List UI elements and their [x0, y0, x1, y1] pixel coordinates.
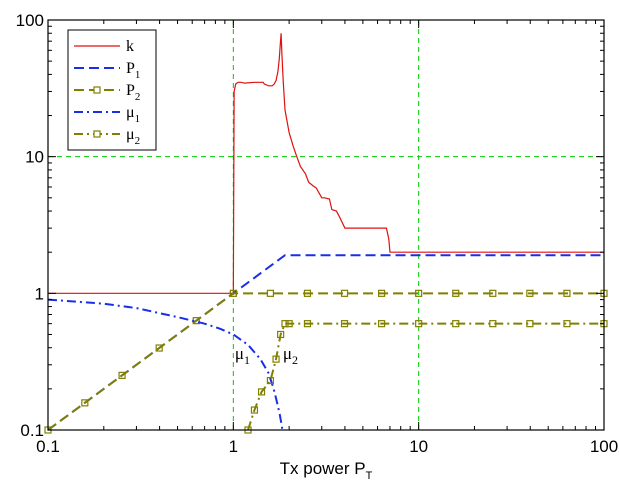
y-tick-label: 100	[16, 11, 44, 30]
data-point	[281, 320, 289, 328]
x-tick-label: 10	[409, 437, 428, 456]
data-point	[526, 289, 534, 297]
data-point	[277, 330, 285, 339]
series-line	[47, 254, 604, 431]
legend-item: P2	[74, 82, 140, 103]
data-point	[303, 289, 312, 297]
x-axis-label: Tx power PT	[280, 459, 373, 482]
legend-label-sub: 1	[135, 69, 141, 81]
data-point	[489, 320, 497, 328]
legend-label: k	[126, 38, 134, 55]
data-point	[526, 320, 534, 328]
data-point	[340, 320, 349, 328]
legend-marker	[93, 86, 101, 94]
data-point	[257, 388, 266, 396]
series-4	[244, 320, 608, 434]
data-point	[415, 320, 423, 328]
legend-item: P1	[74, 60, 140, 81]
legend-label-sub: 2	[135, 91, 141, 103]
legend-label-main: μ	[126, 104, 135, 121]
annotation-symbol: μ	[235, 344, 244, 363]
series-line	[47, 292, 604, 431]
series-line	[247, 322, 604, 431]
data-point	[452, 320, 460, 328]
legend-label-main: k	[126, 38, 134, 55]
annotation-subscript: 2	[292, 353, 298, 367]
data-point	[563, 289, 571, 297]
legend-label: μ1	[126, 104, 140, 125]
series-2	[44, 289, 608, 434]
x-tick-label: 100	[590, 437, 618, 456]
data-point	[303, 320, 312, 328]
legend-label: P1	[126, 60, 140, 81]
x-axis-label-sub: T	[366, 470, 373, 482]
legend-item: k	[74, 38, 134, 55]
annotation-symbol: μ	[283, 344, 292, 363]
legend-label: P2	[126, 82, 140, 103]
reference-lines	[48, 20, 604, 430]
data-point	[378, 320, 386, 328]
series-1	[47, 254, 604, 431]
x-tick-label: 1	[229, 437, 238, 456]
legend-label-sub: 1	[135, 113, 141, 125]
annotation: μ2	[283, 344, 298, 367]
data-point	[250, 406, 259, 414]
data-point	[415, 289, 423, 297]
data-point	[489, 289, 497, 297]
data-point	[340, 289, 349, 297]
annotation: μ1	[235, 344, 250, 367]
data-point	[266, 376, 275, 385]
annotation-subscript: 1	[244, 353, 250, 367]
data-point	[285, 320, 293, 328]
series-3	[47, 298, 284, 431]
x-tick-label: 0.1	[36, 437, 60, 456]
data-point	[81, 399, 89, 407]
series-line	[48, 33, 604, 294]
plot-frame	[47, 19, 605, 431]
data-point	[229, 289, 237, 297]
legend-item: μ2	[74, 126, 140, 147]
legend-marker	[93, 130, 101, 138]
legend-item: μ1	[74, 104, 140, 125]
data-point	[378, 289, 386, 297]
legend-label-main: P	[126, 60, 135, 77]
data-point	[155, 344, 163, 352]
data-point	[266, 289, 275, 297]
y-tick-label: 0.1	[20, 421, 44, 440]
data-point	[118, 371, 126, 379]
data-point	[272, 355, 280, 363]
data-point	[563, 320, 571, 328]
y-tick-label: 10	[25, 148, 44, 167]
tick-labels: 0.1 1 10 100 0.1 1 10 100	[16, 11, 619, 456]
legend-label-main: μ	[126, 126, 135, 143]
series-0	[48, 33, 604, 294]
series-line	[47, 298, 284, 431]
axis-ticks	[47, 20, 604, 431]
legend-label: μ2	[126, 126, 140, 147]
data-point	[452, 289, 460, 297]
legend-label-main: P	[126, 82, 135, 99]
annotations: μ1 μ2	[235, 344, 298, 367]
y-tick-label: 1	[35, 284, 44, 303]
legend-label-sub: 2	[135, 135, 141, 147]
x-axis-label-main: Tx power P	[280, 459, 366, 478]
